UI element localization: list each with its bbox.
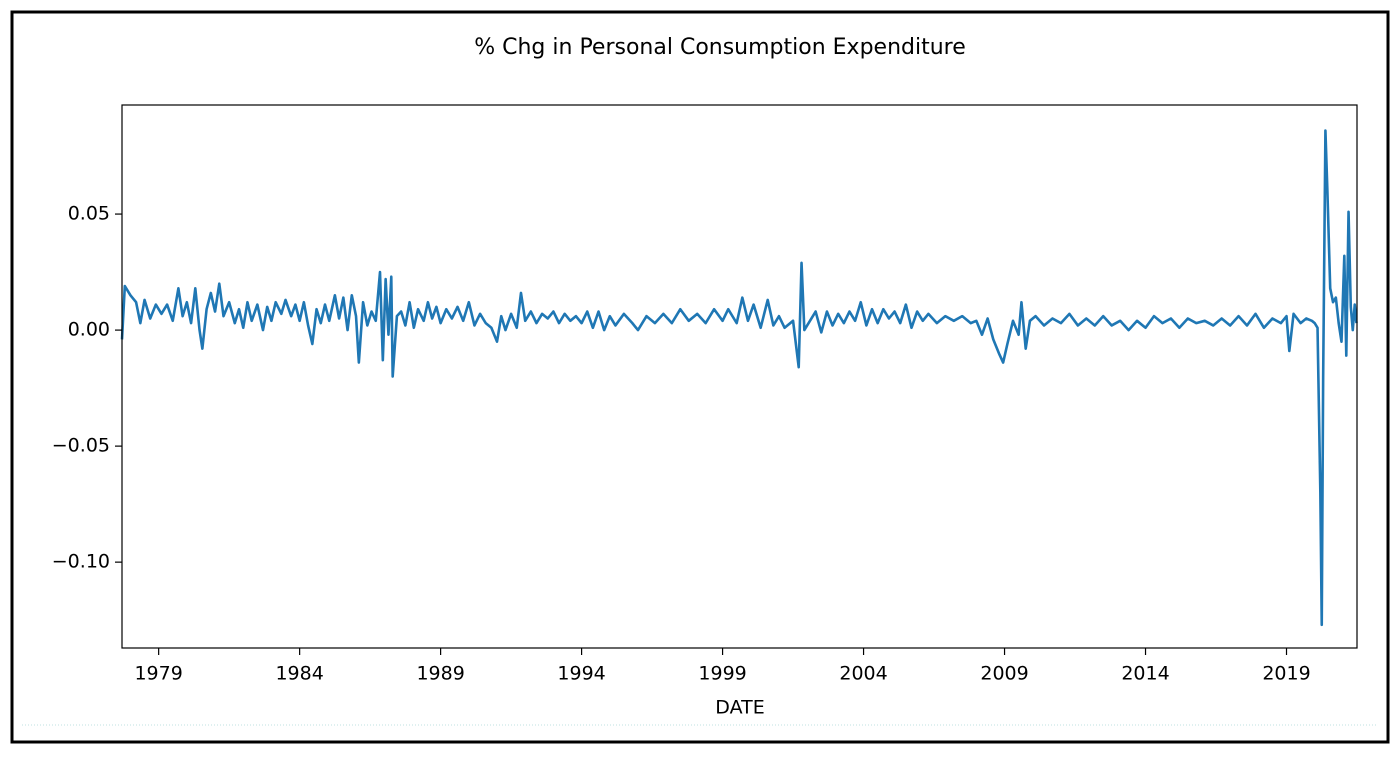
x-tick-label: 2004 [839, 663, 887, 685]
data-line [120, 129, 1358, 627]
frame [10, 10, 1390, 744]
y-tick-label: −0.10 [52, 551, 110, 573]
y-tick-label: 0.00 [68, 319, 110, 341]
x-tick-label: 2019 [1262, 663, 1310, 685]
x-tick-label: 1994 [557, 663, 605, 685]
x-axis-label: DATE [715, 697, 764, 719]
x-tick-label: 1999 [698, 663, 746, 685]
y-tick-label: −0.05 [52, 435, 110, 457]
x-tick-label: 2014 [1121, 663, 1169, 685]
plot-area [120, 129, 1358, 627]
x-tick-label: 1979 [134, 663, 182, 685]
x-tick-label: 2009 [980, 663, 1028, 685]
chart-title: % Chg in Personal Consumption Expenditur… [474, 35, 966, 60]
x-tick-label: 1989 [416, 663, 464, 685]
y-tick-label: 0.05 [68, 203, 110, 225]
axes-frame [121, 104, 1358, 649]
x-tick-label: 1984 [275, 663, 323, 685]
